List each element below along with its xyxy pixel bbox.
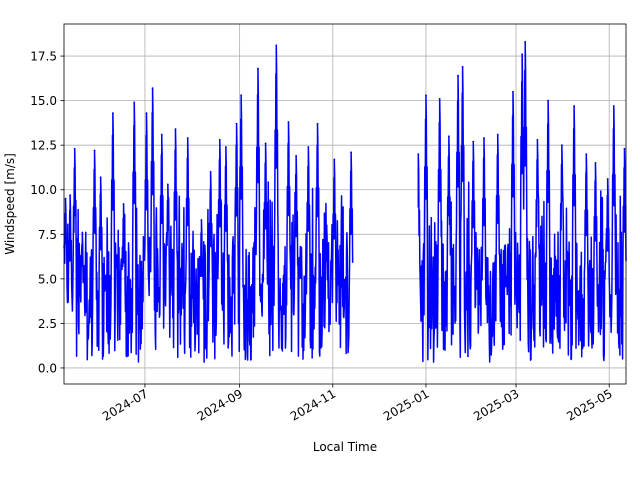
y-tick-label: 10.0	[30, 183, 57, 197]
windspeed-peak-point	[417, 153, 420, 155]
windspeed-peak-point	[295, 154, 298, 157]
windspeed-peak-point	[209, 171, 212, 173]
y-tick-label: 7.5	[38, 228, 57, 242]
windspeed-peak-point	[151, 87, 154, 90]
y-tick-label: 15.0	[30, 94, 57, 108]
x-tick-label: 2025-05	[564, 386, 614, 423]
x-tick-label: 2024-07	[100, 386, 150, 423]
windspeed-peak-point	[275, 44, 278, 47]
windspeed-peak-point	[438, 97, 441, 100]
windspeed-peak-point	[472, 140, 475, 143]
windspeed-peak-point	[307, 146, 310, 148]
windspeed-peak-point	[483, 137, 485, 139]
windspeed-peak-point	[287, 121, 290, 123]
y-axis-label: Windspeed [m/s]	[3, 153, 17, 255]
windspeed-line-segment-2	[417, 41, 627, 363]
windspeed-peak-point	[257, 67, 259, 70]
windspeed-peak-point	[186, 137, 189, 139]
windspeed-peak-point	[425, 94, 427, 97]
windspeed-peak-point	[69, 194, 72, 196]
grid	[64, 24, 626, 384]
windspeed-peak-point	[133, 101, 136, 104]
windspeed-peak-point	[200, 219, 203, 221]
windspeed-peak-point	[623, 147, 626, 150]
windspeed-peak-point	[64, 197, 67, 200]
y-tick-label: 0.0	[38, 361, 57, 375]
x-tick-label: 2025-03	[471, 386, 521, 423]
windspeed-peak-point	[81, 231, 84, 234]
y-tick-label: 12.5	[30, 139, 57, 153]
windspeed-peak-point	[122, 203, 125, 205]
windspeed-peak-point	[461, 65, 464, 68]
x-tick-label: 2024-09	[195, 386, 245, 423]
windspeed-peak-point	[325, 224, 328, 227]
windspeed-peak-point	[350, 151, 353, 154]
windspeed-peak-point	[166, 183, 169, 186]
windspeed-peak-point	[316, 122, 319, 125]
windspeed-peak-point	[447, 135, 450, 138]
x-axis-label: Local Time	[313, 440, 377, 454]
windspeed-peak-point	[224, 146, 227, 148]
windspeed-peak-point	[264, 142, 267, 145]
x-tick-label: 2024-11	[288, 386, 338, 423]
windspeed-peak-point	[573, 105, 575, 107]
windspeed-line-segment-1	[63, 44, 354, 363]
windspeed-peak-point	[93, 149, 96, 152]
windspeed-peak-point	[99, 176, 102, 179]
windspeed-peak-point	[333, 158, 336, 161]
windspeed-peak-point	[512, 90, 514, 93]
data-layer	[63, 40, 627, 363]
windspeed-peak-point	[174, 128, 177, 131]
windspeed-peak-point	[547, 99, 550, 102]
y-tick-label: 5.0	[38, 272, 57, 286]
windspeed-peak-point	[521, 53, 524, 56]
windspeed-peak-point	[160, 133, 163, 136]
x-tick-label: 2025-01	[381, 386, 431, 423]
windspeed-peak-point	[612, 105, 615, 107]
windspeed-peak-point	[457, 74, 459, 77]
windspeed-peak-point	[240, 94, 243, 97]
windspeed-peak-point	[594, 162, 597, 164]
windspeed-peak-point	[560, 144, 563, 147]
windspeed-peak-point	[218, 138, 221, 141]
windspeed-peak-point	[73, 147, 76, 150]
y-tick-label: 17.5	[30, 50, 57, 64]
windspeed-peak-point	[145, 112, 148, 115]
windspeed-peak-point	[111, 112, 114, 115]
windspeed-peak-point	[606, 178, 609, 180]
plot-frame	[63, 23, 627, 385]
windspeed-peak-point	[585, 153, 588, 155]
y-tick-label: 2.5	[38, 317, 57, 331]
windspeed-peak-point	[536, 138, 539, 141]
windspeed-peak-point	[235, 122, 238, 125]
windspeed-peak-point	[524, 40, 527, 43]
windspeed-peak-point	[496, 133, 499, 136]
